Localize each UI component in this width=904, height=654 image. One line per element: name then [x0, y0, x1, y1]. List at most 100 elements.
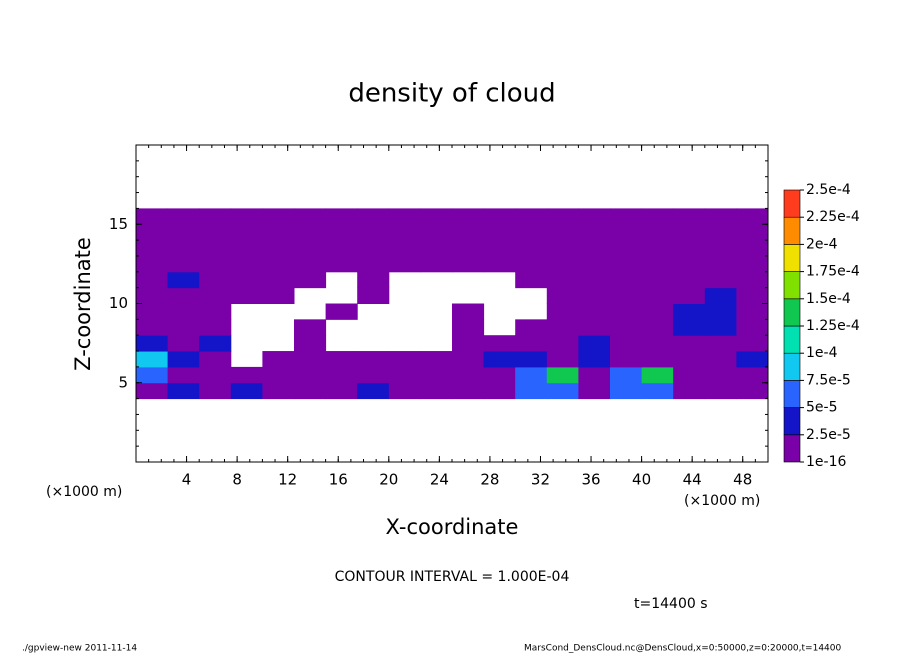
contour-cell	[388, 240, 421, 257]
contour-cell	[641, 271, 674, 289]
colorbar-label: 1.5e-4	[806, 291, 851, 307]
contour-cell	[546, 255, 579, 273]
contour-cell	[294, 351, 327, 368]
colorbar-label: 7.5e-5	[806, 372, 851, 388]
x-tick-label: 28	[480, 471, 499, 489]
colorbar-label: 2.25e-4	[806, 209, 860, 225]
contour-cell	[262, 382, 295, 400]
colorbar-swatch	[783, 189, 801, 218]
x-unit: (×1000 m)	[684, 493, 760, 509]
contour-cell	[325, 240, 358, 257]
contour-cell	[515, 224, 548, 241]
colorbar-swatch	[783, 244, 801, 272]
contour-cell	[515, 351, 548, 368]
contour-cell	[704, 335, 737, 352]
contour-cell	[673, 240, 706, 257]
contour-cell	[199, 382, 232, 400]
contour-cell	[704, 240, 737, 257]
contour-cell	[704, 319, 737, 336]
contour-cell	[704, 366, 737, 384]
colorbar-label: 1e-4	[806, 345, 838, 361]
contour-cell	[673, 224, 706, 241]
contour-cell	[357, 351, 390, 368]
contour-cell	[167, 335, 200, 352]
contour-cell	[388, 382, 421, 400]
contour-cell	[294, 319, 327, 336]
contour-cell	[641, 335, 674, 352]
contour-cell	[199, 240, 232, 257]
contour-cell	[452, 240, 485, 257]
colorbar-label: 1e-16	[806, 454, 846, 470]
contour-cell	[452, 303, 485, 320]
contour-cell	[262, 351, 295, 368]
footer-right: MarsCond_DensCloud.nc@DensCloud,x=0:5000…	[524, 644, 841, 654]
contour-cell	[167, 224, 200, 241]
y-tick-label: 10	[109, 294, 128, 312]
contour-cell	[294, 255, 327, 273]
contour-cell	[641, 224, 674, 241]
contour-cell	[578, 335, 611, 352]
contour-cell	[515, 208, 548, 225]
contour-cell	[546, 351, 579, 368]
contour-cell	[546, 224, 579, 241]
contour-cell	[578, 224, 611, 241]
contour-cell	[673, 287, 706, 304]
contour-cell	[641, 208, 674, 225]
contour-cell	[483, 255, 516, 273]
y-tick-label: 15	[109, 215, 128, 233]
contour-cell	[357, 224, 390, 241]
contour-cell	[546, 366, 579, 384]
time-label: t=14400 s	[634, 596, 708, 612]
contour-cell	[452, 255, 485, 273]
contour-cell	[230, 287, 263, 304]
contour-cell	[578, 319, 611, 336]
x-tick-label: 20	[379, 471, 398, 489]
contour-cell	[420, 240, 453, 257]
contour-cell	[515, 382, 548, 400]
contour-cell	[452, 224, 485, 241]
contour-cell	[704, 271, 737, 289]
contour-cell	[483, 208, 516, 225]
contour-cell	[515, 335, 548, 352]
contour-cell	[230, 224, 263, 241]
contour-cell	[167, 351, 200, 368]
contour-cell	[199, 224, 232, 241]
contour-cell	[736, 382, 769, 400]
contour-cell	[610, 208, 643, 225]
contour-cell	[610, 271, 643, 289]
contour-cell	[230, 255, 263, 273]
colorbar-swatch	[783, 325, 801, 354]
contour-cell	[136, 351, 169, 368]
y-tick-label: 5	[118, 373, 128, 391]
contour-cell	[610, 351, 643, 368]
contour-cell	[167, 240, 200, 257]
y-axis-label: Z-coordinate	[71, 237, 95, 371]
contour-cell	[136, 224, 169, 241]
contour-cell	[388, 255, 421, 273]
contour-cell	[483, 335, 516, 352]
contour-cell	[546, 240, 579, 257]
contour-field	[136, 208, 769, 400]
footer-left: ./gpview-new 2011-11-14	[22, 644, 137, 654]
contour-cell	[167, 287, 200, 304]
x-tick-label: 36	[581, 471, 600, 489]
contour-cell	[357, 271, 390, 289]
contour-cell	[704, 303, 737, 320]
contour-cell	[262, 255, 295, 273]
contour-cell	[546, 287, 579, 304]
contour-cell	[452, 319, 485, 336]
contour-cell	[294, 240, 327, 257]
contour-cell	[736, 351, 769, 368]
contour-cell	[673, 271, 706, 289]
contour-cell	[578, 287, 611, 304]
contour-cell	[136, 319, 169, 336]
contour-cell	[736, 287, 769, 304]
colorbar-label: 5e-5	[806, 400, 837, 416]
contour-cell	[578, 208, 611, 225]
contour-cell	[546, 319, 579, 336]
contour-cell	[673, 335, 706, 352]
contour-cell	[357, 382, 390, 400]
x-tick-label: 48	[733, 471, 752, 489]
colorbar-label: 1.25e-4	[806, 318, 860, 334]
contour-cell	[230, 382, 263, 400]
